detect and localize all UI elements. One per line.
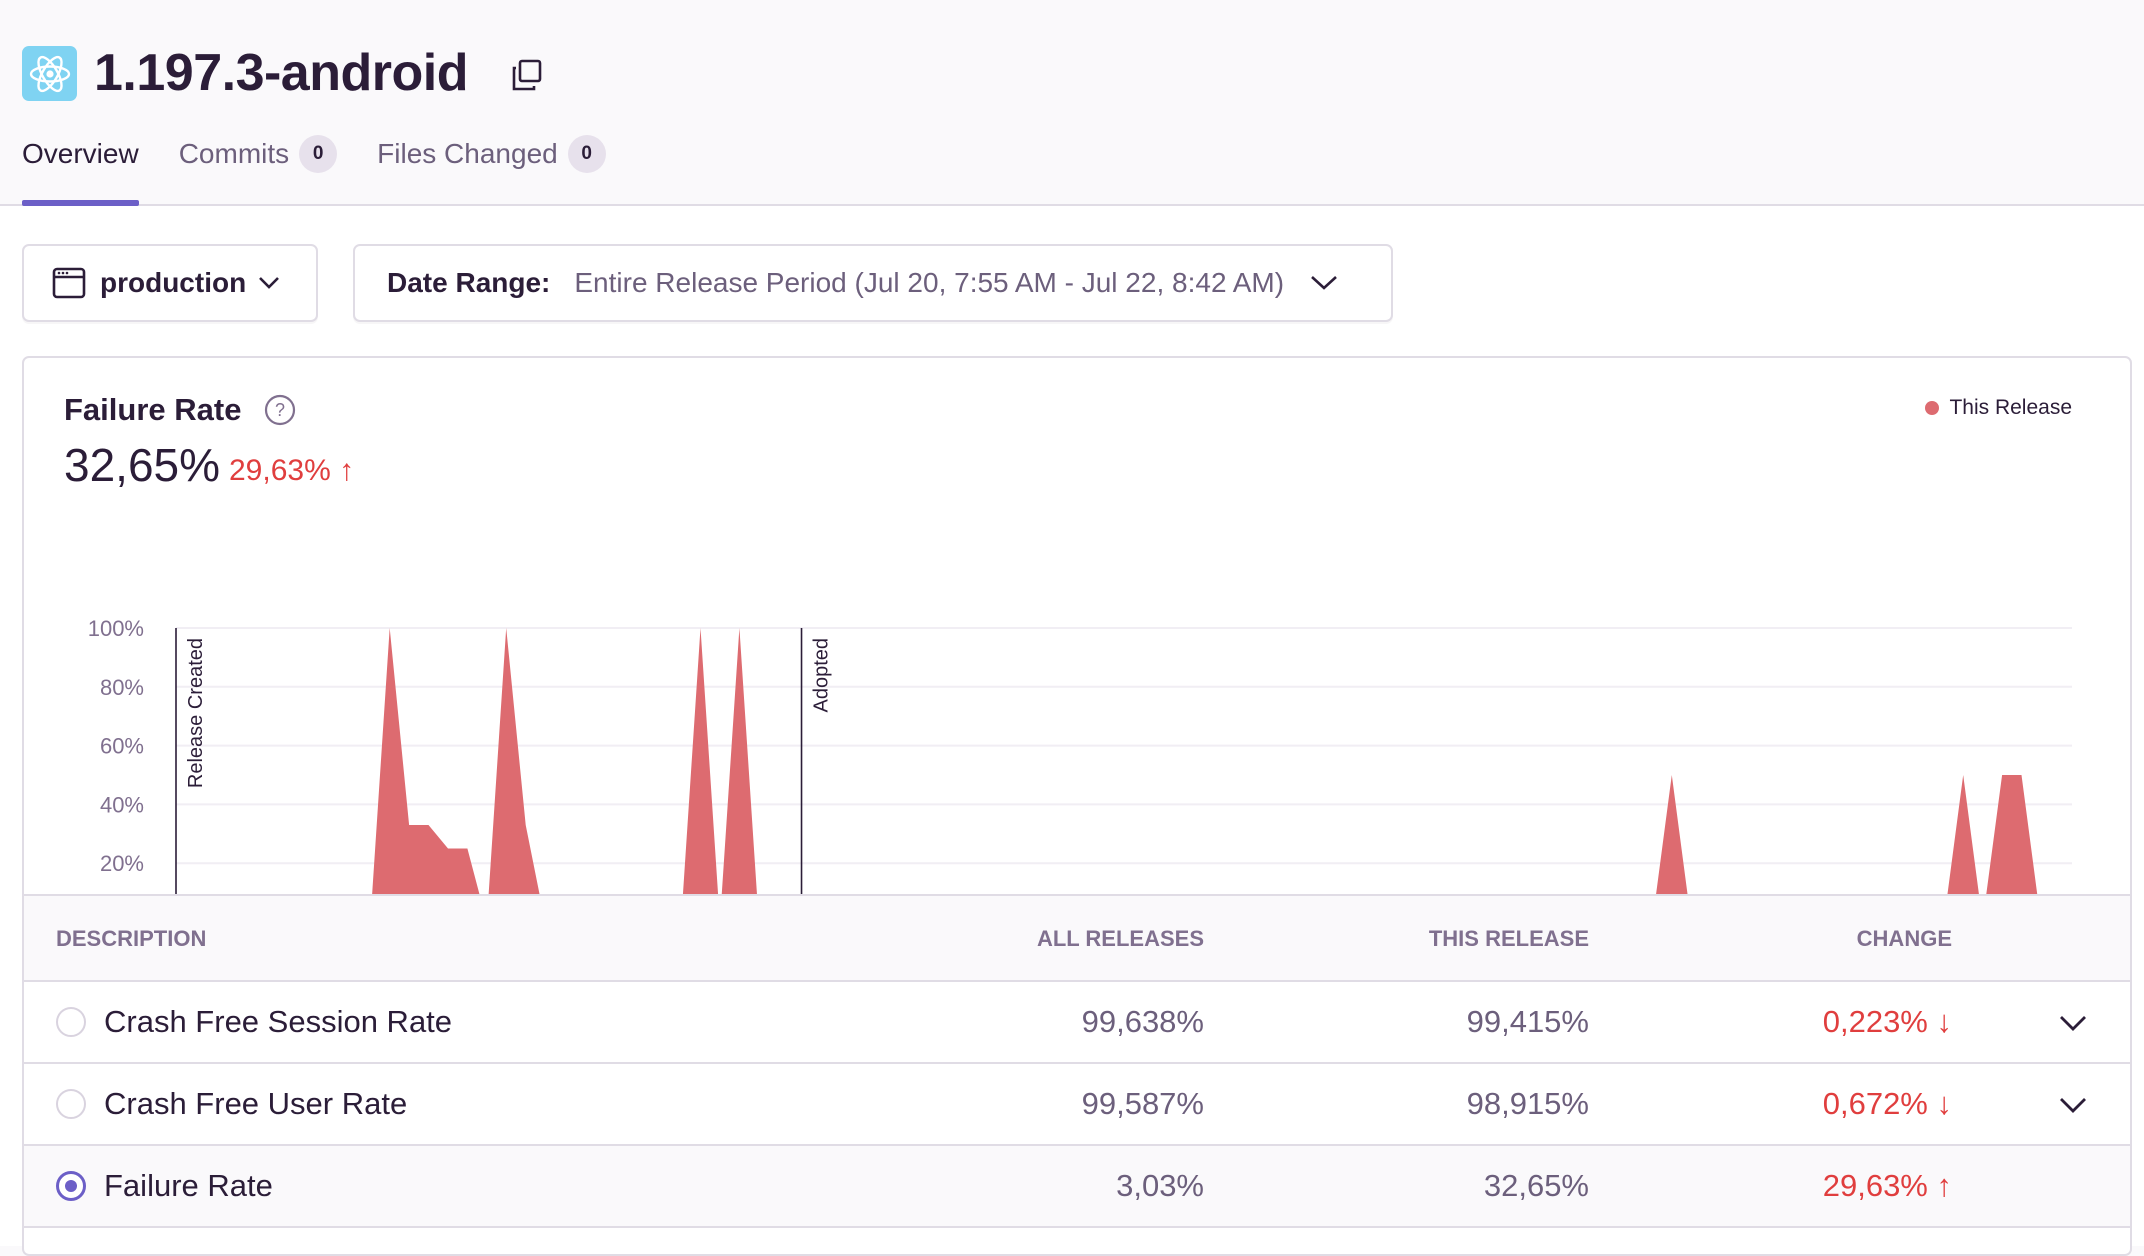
release-tabs: Overview Commits 0 Files Changed 0 <box>22 135 646 206</box>
tab-files-changed[interactable]: Files Changed 0 <box>377 135 606 204</box>
tab-commits[interactable]: Commits 0 <box>178 135 338 204</box>
react-icon <box>22 46 77 101</box>
column-header-all-releases: ALL RELEASES <box>1036 926 1204 951</box>
legend-label: This Release <box>1949 396 2072 419</box>
failure-rate-delta: 29,63% ↑ <box>229 454 355 487</box>
date-range-selector[interactable]: Date Range: Entire Release Period (Jul 2… <box>353 244 1393 322</box>
environment-selector[interactable]: production <box>22 244 318 322</box>
table-header: DESCRIPTION ALL RELEASES THIS RELEASE CH… <box>24 894 2130 982</box>
release-title: 1.197.3-android <box>94 44 468 102</box>
release-marker-label: Adopted <box>811 638 833 713</box>
chevron-down-icon <box>1310 275 1338 291</box>
tab-label: Commits <box>178 138 290 169</box>
chevron-down-icon[interactable] <box>2058 1008 2088 1038</box>
date-range-value: Entire Release Period (Jul 20, 7:55 AM -… <box>574 267 1285 298</box>
table-row[interactable]: Crash Free Session Rate 99,638% 99,415% … <box>24 982 2130 1064</box>
row-radio[interactable] <box>56 1089 86 1119</box>
chart-title: Failure Rate <box>64 392 242 427</box>
release-header: 1.197.3-android Overview Commits 0 Files… <box>0 0 2144 206</box>
date-range-label: Date Range: <box>387 267 551 298</box>
files-changed-count-badge: 0 <box>567 135 606 173</box>
release-overview: production Date Range: Entire Release Pe… <box>0 206 2144 1256</box>
y-tick-label: 20% <box>100 851 144 876</box>
row-this-release: 99,415% <box>1466 1004 1589 1039</box>
y-tick-label: 60% <box>100 734 144 759</box>
row-all-releases: 99,638% <box>1081 1004 1204 1039</box>
row-description: Crash Free Session Rate <box>104 1004 453 1039</box>
copy-icon[interactable] <box>510 58 544 92</box>
chart-legend[interactable]: This Release <box>1925 396 2072 420</box>
row-radio-selected[interactable] <box>56 1171 86 1201</box>
y-tick-label: 80% <box>100 675 144 700</box>
row-this-release: 32,65% <box>1483 1168 1589 1203</box>
row-description: Failure Rate <box>104 1168 273 1203</box>
y-tick-label: 100% <box>88 616 144 641</box>
tab-label: Overview <box>22 138 139 169</box>
row-description: Crash Free User Rate <box>104 1086 408 1121</box>
commits-count-badge: 0 <box>299 135 338 173</box>
release-marker-label: Release Created <box>185 638 207 788</box>
calendar-window-icon <box>52 267 86 299</box>
table-row[interactable]: Crash Free User Rate 99,587% 98,915% 0,6… <box>24 1064 2130 1146</box>
tab-overview[interactable]: Overview <box>22 138 139 206</box>
y-tick-label: 40% <box>100 792 144 817</box>
column-header-description: DESCRIPTION <box>56 926 207 951</box>
failure-rate-panel: Failure Rate ? 32,65% 29,63% ↑ This Rele… <box>22 356 2132 1256</box>
legend-dot <box>1925 401 1940 415</box>
failure-rate-value: 32,65% <box>64 439 221 491</box>
chevron-down-icon <box>258 276 280 290</box>
row-change: 0,672% ↓ <box>1822 1086 1952 1121</box>
environment-label: production <box>100 267 247 298</box>
row-all-releases: 3,03% <box>1116 1168 1204 1203</box>
row-change: 0,223% ↓ <box>1822 1004 1952 1039</box>
svg-text:?: ? <box>275 400 285 420</box>
row-all-releases: 99,587% <box>1081 1086 1204 1121</box>
column-header-change: CHANGE <box>1856 926 1952 951</box>
table-row-selected[interactable]: Failure Rate 3,03% 32,65% 29,63% ↑ <box>24 1146 2130 1228</box>
column-header-this-release: THIS RELEASE <box>1428 926 1589 951</box>
failure-rate-series-area <box>372 628 2038 894</box>
row-change: 29,63% ↑ <box>1822 1168 1952 1203</box>
help-icon[interactable]: ? <box>264 394 296 426</box>
row-this-release: 98,915% <box>1466 1086 1589 1121</box>
tab-label: Files Changed <box>377 138 558 169</box>
row-radio[interactable] <box>56 1007 86 1037</box>
failure-rate-chart: 0%20%40%60%80%100%Jul 20 10:00 AMJul 20 … <box>88 616 2072 894</box>
chevron-down-icon[interactable] <box>2058 1090 2088 1120</box>
